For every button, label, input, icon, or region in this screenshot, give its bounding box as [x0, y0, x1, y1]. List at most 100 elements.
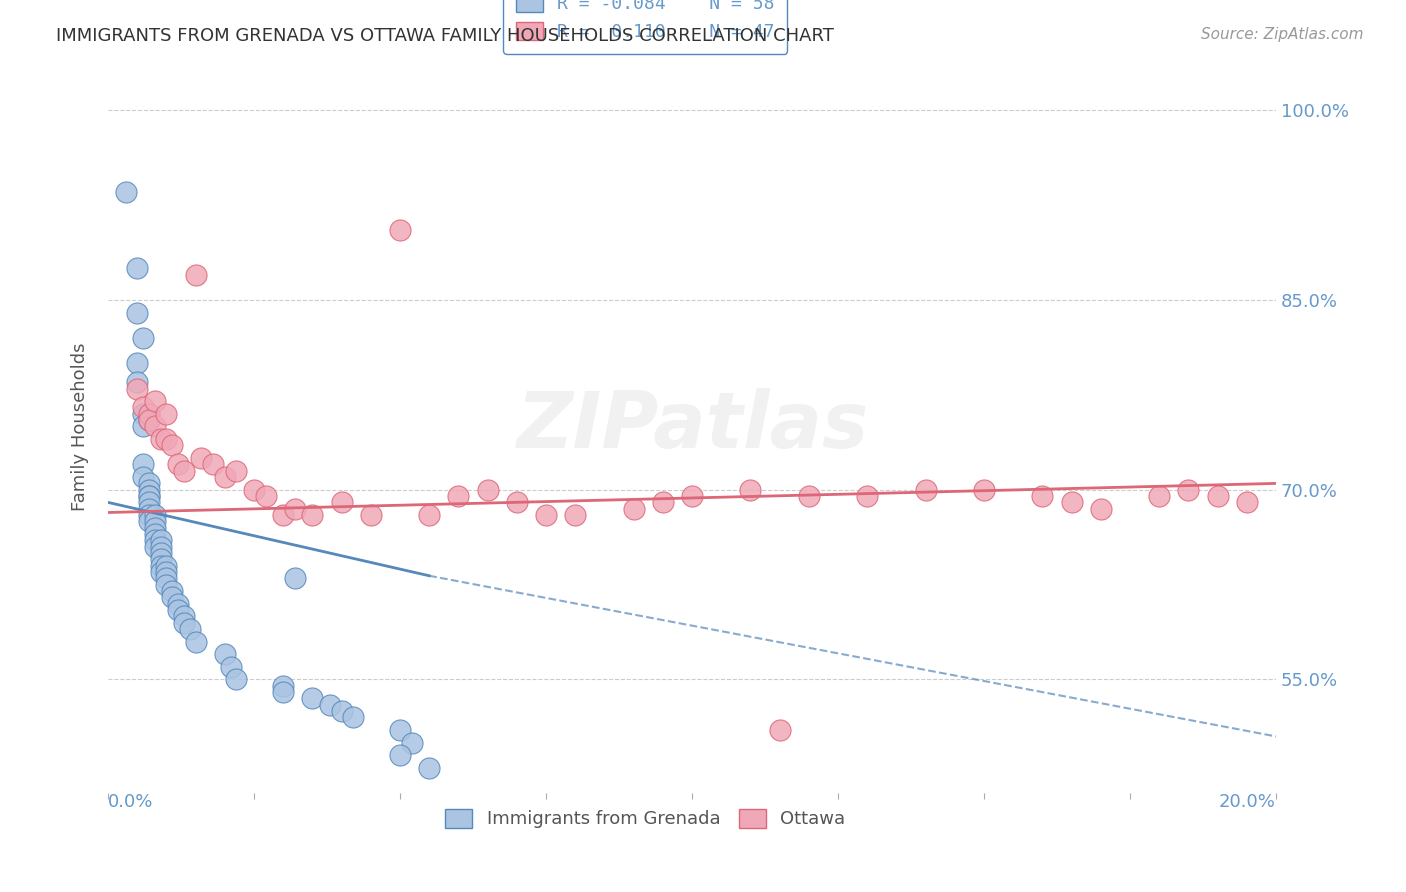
Point: [127, 305, 149, 319]
Point: [127, 261, 149, 276]
Point: [1031, 489, 1053, 503]
Point: [132, 458, 155, 472]
Point: [447, 489, 470, 503]
Point: [160, 438, 183, 452]
Point: [149, 546, 172, 560]
Point: [534, 508, 557, 522]
Point: [138, 407, 160, 421]
Text: 0.0%: 0.0%: [108, 793, 153, 812]
Point: [143, 540, 166, 554]
Text: IMMIGRANTS FROM GRENADA VS OTTAWA FAMILY HOUSEHOLDS CORRELATION CHART: IMMIGRANTS FROM GRENADA VS OTTAWA FAMILY…: [56, 27, 834, 45]
Point: [214, 647, 236, 661]
Point: [143, 527, 166, 541]
Point: [155, 577, 177, 591]
Point: [1060, 495, 1083, 509]
Point: [219, 660, 242, 674]
Point: [127, 382, 149, 396]
Point: [155, 565, 177, 579]
Point: [138, 514, 160, 528]
Point: [190, 451, 212, 466]
Point: [143, 514, 166, 528]
Point: [225, 464, 247, 478]
Point: [271, 508, 294, 522]
Point: [132, 401, 155, 415]
Point: [149, 552, 172, 566]
Point: [143, 419, 166, 434]
Point: [360, 508, 382, 522]
Point: [271, 679, 294, 693]
Point: [225, 673, 247, 687]
Point: [138, 508, 160, 522]
Point: [330, 495, 353, 509]
Point: [1236, 495, 1258, 509]
Point: [914, 483, 936, 497]
Point: [167, 597, 190, 611]
Point: [651, 495, 673, 509]
Text: 20.0%: 20.0%: [1219, 793, 1277, 812]
Point: [681, 489, 703, 503]
Point: [506, 495, 529, 509]
Point: [160, 583, 183, 598]
Point: [149, 533, 172, 548]
Y-axis label: Family Households: Family Households: [72, 343, 89, 511]
Point: [184, 634, 207, 648]
Point: [301, 691, 323, 706]
Point: [564, 508, 586, 522]
Text: Source: ZipAtlas.com: Source: ZipAtlas.com: [1201, 27, 1364, 42]
Point: [155, 558, 177, 573]
Point: [202, 458, 225, 472]
Point: [184, 268, 207, 282]
Point: [243, 483, 266, 497]
Point: [132, 419, 155, 434]
Point: [138, 407, 160, 421]
Point: [138, 489, 160, 503]
Point: [132, 331, 155, 345]
Point: [330, 704, 353, 718]
Point: [388, 748, 411, 763]
Point: [143, 508, 166, 522]
Point: [173, 615, 195, 630]
Point: [127, 356, 149, 370]
Point: [155, 432, 177, 446]
Point: [173, 609, 195, 624]
Point: [319, 698, 342, 712]
Point: [1177, 483, 1199, 497]
Point: [127, 375, 149, 389]
Point: [418, 761, 440, 775]
Point: [155, 571, 177, 585]
Point: [138, 413, 160, 427]
Point: [173, 464, 195, 478]
Point: [1206, 489, 1229, 503]
Point: [167, 603, 190, 617]
Point: [132, 407, 155, 421]
Point: [284, 571, 307, 585]
Point: [477, 483, 499, 497]
Point: [254, 489, 277, 503]
Point: [401, 736, 423, 750]
Point: [1147, 489, 1170, 503]
Point: [143, 533, 166, 548]
Point: [623, 501, 645, 516]
Point: [856, 489, 879, 503]
Point: [132, 470, 155, 484]
Point: [284, 501, 307, 516]
Point: [388, 723, 411, 737]
Point: [138, 489, 160, 503]
Point: [768, 723, 790, 737]
Text: ZIPatlas: ZIPatlas: [516, 389, 868, 465]
Point: [138, 483, 160, 497]
Point: [342, 710, 364, 724]
Point: [973, 483, 995, 497]
Point: [167, 458, 190, 472]
Point: [138, 501, 160, 516]
Point: [143, 521, 166, 535]
Point: [797, 489, 820, 503]
Point: [271, 685, 294, 699]
Point: [138, 413, 160, 427]
Point: [179, 622, 201, 636]
Point: [155, 407, 177, 421]
Point: [160, 591, 183, 605]
Point: [138, 495, 160, 509]
Point: [418, 508, 440, 522]
Point: [149, 432, 172, 446]
